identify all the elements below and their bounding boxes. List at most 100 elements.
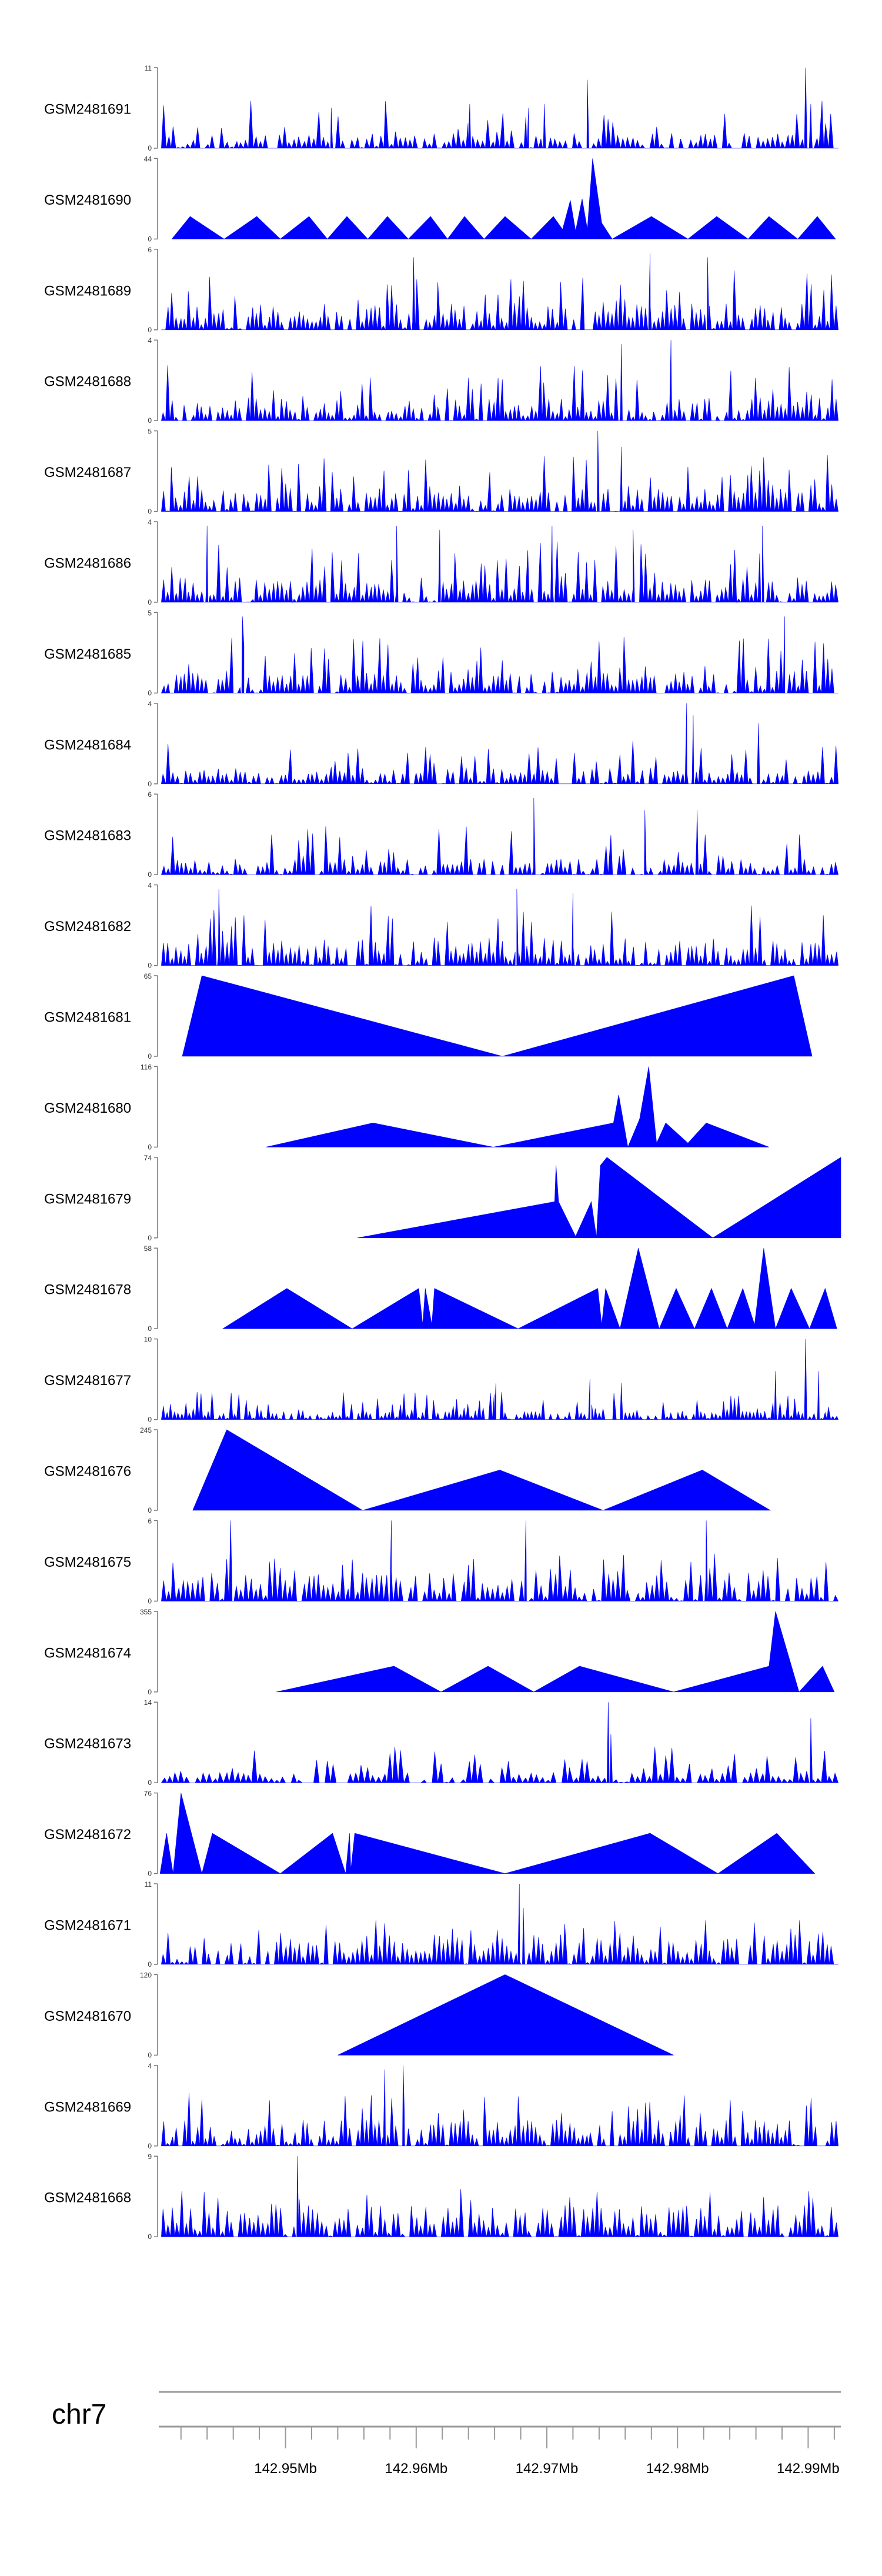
- track-coverage-area: [161, 67, 838, 149]
- track-GSM2481672: GSM2481672 76 0: [44, 1790, 816, 1878]
- track-ymax-label: 74: [144, 1154, 152, 1162]
- track-coverage-area: [222, 1248, 837, 1330]
- track-ymin-label: 0: [148, 144, 152, 152]
- track-ymin-label: 0: [148, 1960, 152, 1968]
- track-ymin-label: 0: [148, 962, 152, 970]
- track-ymin-label: 0: [148, 598, 152, 606]
- track-ymax-label: 11: [145, 64, 152, 72]
- track-ymin-label: 0: [148, 1688, 152, 1696]
- track-coverage-area: [161, 703, 838, 785]
- track-GSM2481683: GSM2481683 6 0: [44, 790, 838, 879]
- track-coverage-area: [161, 431, 838, 512]
- track-label: GSM2481677: [44, 1373, 131, 1389]
- track-label: GSM2481674: [44, 1645, 131, 1661]
- track-ymin-label: 0: [148, 508, 152, 516]
- track-label: GSM2481676: [44, 1464, 131, 1480]
- track-label: GSM2481684: [44, 737, 131, 753]
- axis-tick-label: 142.95Mb: [254, 2461, 317, 2477]
- track-ymin-label: 0: [148, 1778, 152, 1787]
- track-ymin-label: 0: [148, 235, 152, 243]
- axis-tick-label: 142.98Mb: [646, 2461, 709, 2477]
- track-ymax-label: 11: [145, 1880, 152, 1888]
- track-label: GSM2481681: [44, 1010, 131, 1026]
- track-ymax-label: 44: [144, 155, 152, 163]
- track-ymax-label: 4: [148, 700, 152, 708]
- track-GSM2481669: GSM2481669 4 0: [44, 2062, 838, 2150]
- track-coverage-area: [171, 158, 836, 239]
- track-ymin-label: 0: [148, 1052, 152, 1060]
- track-label: GSM2481685: [44, 646, 131, 662]
- track-label: GSM2481671: [44, 1918, 131, 1934]
- track-GSM2481685: GSM2481685 5 0: [44, 609, 838, 697]
- track-GSM2481691: GSM2481691 11 0: [44, 64, 838, 152]
- track-ymin-label: 0: [148, 2142, 152, 2150]
- track-ymin-label: 0: [148, 1870, 152, 1878]
- track-ymin-label: 0: [148, 780, 152, 788]
- track-GSM2481670: GSM2481670 120 0: [44, 1971, 674, 2059]
- track-label: GSM2481689: [44, 283, 131, 299]
- track-ymax-label: 120: [140, 1971, 152, 1979]
- track-coverage-area: [161, 2156, 838, 2238]
- track-GSM2481688: GSM2481688 4 0: [44, 336, 838, 425]
- axis-tick-label: 142.99Mb: [777, 2461, 840, 2477]
- axis-tick-label: 142.97Mb: [516, 2461, 579, 2477]
- track-coverage-area: [276, 1611, 835, 1693]
- track-label: GSM2481680: [44, 1100, 131, 1116]
- track-ymin-label: 0: [148, 1143, 152, 1151]
- track-label: GSM2481669: [44, 2099, 131, 2115]
- track-coverage-area: [161, 340, 838, 422]
- track-GSM2481676: GSM2481676 245 0: [44, 1426, 771, 1514]
- track-ymin-label: 0: [148, 689, 152, 697]
- track-coverage-area: [161, 253, 838, 331]
- track-ymin-label: 0: [148, 2051, 152, 2059]
- genome-axis: chr7 142.95Mb 142.96Mb 142.97Mb 142.98Mb 142…: [52, 2391, 841, 2477]
- track-coverage-area: [192, 1429, 771, 1511]
- track-label: GSM2481691: [44, 102, 131, 118]
- track-ymax-label: 65: [144, 972, 152, 980]
- track-ymin-label: 0: [148, 1234, 152, 1242]
- track-ymax-label: 10: [144, 1336, 152, 1344]
- track-ymax-label: 58: [144, 1244, 152, 1253]
- track-ymax-label: 5: [148, 609, 152, 617]
- track-ymin-label: 0: [148, 1506, 152, 1514]
- track-ymin-label: 0: [148, 1324, 152, 1333]
- track-ymax-label: 4: [148, 2062, 152, 2070]
- track-GSM2481689: GSM2481689 6 0: [44, 246, 838, 334]
- track-GSM2481677: GSM2481677 10 0: [44, 1336, 839, 1424]
- track-ymax-label: 4: [148, 518, 152, 526]
- track-label: GSM2481679: [44, 1191, 131, 1207]
- track-coverage-area: [161, 1883, 838, 1966]
- track-coverage-area: [161, 2065, 838, 2147]
- chromosome-label: chr7: [52, 2399, 106, 2430]
- track-label: GSM2481690: [44, 192, 131, 208]
- track-ymin-label: 0: [148, 1416, 152, 1424]
- track-GSM2481671: GSM2481671 11 0: [44, 1880, 838, 1968]
- track-label: GSM2481683: [44, 828, 131, 844]
- track-GSM2481684: GSM2481684 4 0: [44, 700, 838, 788]
- track-ymax-label: 4: [148, 882, 152, 890]
- track-ymax-label: 14: [144, 1699, 152, 1707]
- track-GSM2481686: GSM2481686 4 0: [44, 518, 838, 606]
- track-coverage-area: [161, 525, 838, 603]
- track-ymin-label: 0: [148, 870, 152, 879]
- track-coverage-area: [266, 1066, 769, 1148]
- track-ymax-label: 116: [141, 1063, 152, 1071]
- track-GSM2481679: GSM2481679 74 0: [44, 1154, 841, 1242]
- track-GSM2481690: GSM2481690 44 0: [44, 155, 836, 243]
- track-ymax-label: 76: [144, 1790, 152, 1798]
- track-ymin-label: 0: [148, 416, 152, 425]
- track-GSM2481673: GSM2481673 14 0: [44, 1699, 839, 1787]
- track-ymin-label: 0: [148, 1597, 152, 1605]
- track-label: GSM2481673: [44, 1736, 131, 1752]
- track-ymin-label: 0: [148, 326, 152, 334]
- track-label: GSM2481670: [44, 2008, 131, 2024]
- track-ymin-label: 0: [148, 2233, 152, 2241]
- track-coverage-area: [182, 975, 813, 1057]
- track-coverage-area: [161, 1339, 839, 1420]
- track-label: GSM2481682: [44, 919, 131, 935]
- track-ymax-label: 9: [148, 2153, 152, 2161]
- track-ymax-label: 6: [148, 246, 152, 254]
- track-GSM2481682: GSM2481682 4 0: [44, 882, 838, 970]
- track-label: GSM2481687: [44, 465, 131, 481]
